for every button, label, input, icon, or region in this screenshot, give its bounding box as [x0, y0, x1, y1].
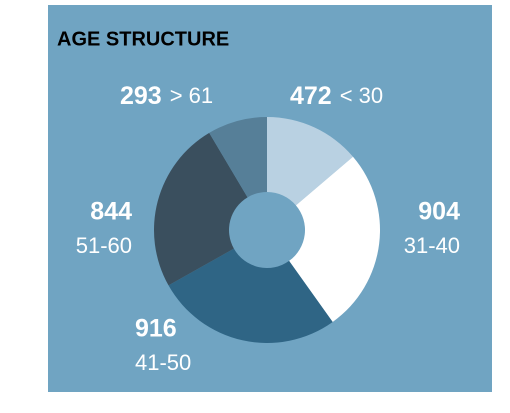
category-label: 41-50: [135, 350, 191, 375]
donut-slice: [289, 156, 380, 322]
donut-slice: [267, 117, 353, 206]
value-label: 472: [290, 82, 332, 110]
value-label: 916: [135, 315, 177, 343]
category-label: 31-40: [404, 233, 460, 258]
chart-title: AGE STRUCTURE: [57, 28, 229, 50]
category-label: > 61: [170, 83, 213, 108]
donut-slice: [168, 248, 333, 343]
slice-label: 293 > 61: [120, 82, 213, 110]
category-label: < 30: [340, 83, 383, 108]
donut-slice: [154, 132, 248, 286]
slice-label: 472 < 30: [290, 82, 383, 110]
category-label: 51-60: [76, 233, 132, 258]
value-label: 844: [90, 198, 132, 226]
value-label: 904: [418, 198, 460, 226]
value-label: 293: [120, 82, 162, 110]
donut-slice: [209, 117, 267, 198]
